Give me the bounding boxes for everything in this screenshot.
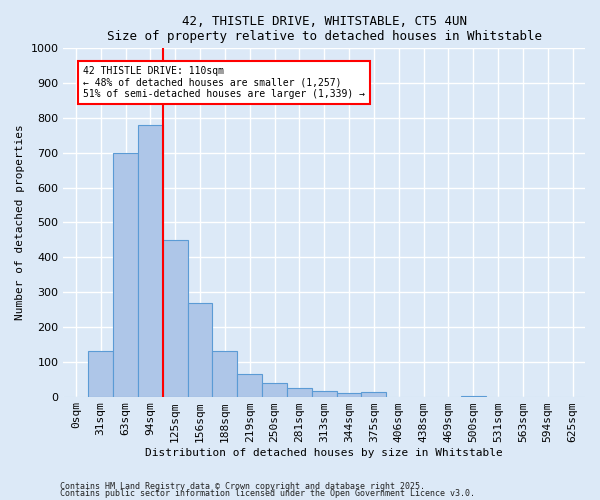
Y-axis label: Number of detached properties: Number of detached properties	[15, 124, 25, 320]
Bar	[163, 240, 188, 396]
Bar	[212, 352, 237, 397]
Bar	[312, 392, 337, 396]
Bar	[188, 302, 212, 396]
Bar	[337, 393, 361, 396]
Bar	[113, 153, 138, 396]
Bar	[88, 352, 113, 397]
Text: Contains public sector information licensed under the Open Government Licence v3: Contains public sector information licen…	[60, 489, 475, 498]
Bar	[262, 382, 287, 396]
X-axis label: Distribution of detached houses by size in Whitstable: Distribution of detached houses by size …	[145, 448, 503, 458]
Bar	[138, 125, 163, 396]
Bar	[237, 374, 262, 396]
Bar	[361, 392, 386, 396]
Title: 42, THISTLE DRIVE, WHITSTABLE, CT5 4UN
Size of property relative to detached hou: 42, THISTLE DRIVE, WHITSTABLE, CT5 4UN S…	[107, 15, 542, 43]
Text: Contains HM Land Registry data © Crown copyright and database right 2025.: Contains HM Land Registry data © Crown c…	[60, 482, 425, 491]
Text: 42 THISTLE DRIVE: 110sqm
← 48% of detached houses are smaller (1,257)
51% of sem: 42 THISTLE DRIVE: 110sqm ← 48% of detach…	[83, 66, 365, 99]
Bar	[287, 388, 312, 396]
